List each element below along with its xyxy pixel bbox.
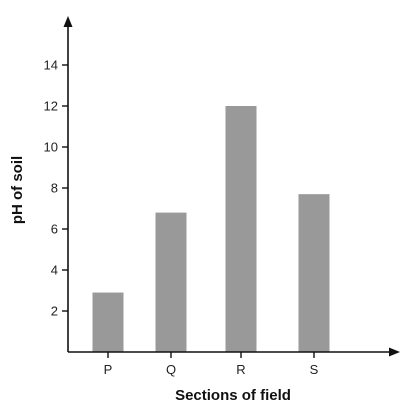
- bar-r: [225, 106, 257, 352]
- y-axis-arrowhead: [63, 16, 73, 27]
- y-tick-label: 10: [44, 140, 58, 155]
- y-tick-label: 14: [44, 58, 58, 73]
- bar-s: [298, 194, 330, 352]
- y-tick-label: 8: [51, 181, 58, 196]
- bar-q: [155, 212, 187, 352]
- x-axis-arrowhead: [389, 347, 400, 357]
- bar-p: [92, 292, 124, 352]
- y-tick-label: 12: [44, 99, 58, 114]
- x-axis-title: Sections of field: [175, 387, 291, 404]
- x-axis-ticks: P Q R S: [104, 352, 319, 377]
- y-tick-label: 4: [51, 263, 58, 278]
- y-tick-label: 6: [51, 222, 58, 237]
- bars: [92, 106, 330, 352]
- y-axis-title: pH of soil: [9, 156, 26, 224]
- x-tick-label-p: P: [104, 362, 113, 377]
- x-tick-label-r: R: [236, 362, 245, 377]
- y-axis-ticks: 2 4 6 8 10 12 14: [44, 58, 68, 319]
- y-tick-label: 2: [51, 304, 58, 319]
- x-tick-label-s: S: [310, 362, 319, 377]
- x-tick-label-q: Q: [166, 362, 176, 377]
